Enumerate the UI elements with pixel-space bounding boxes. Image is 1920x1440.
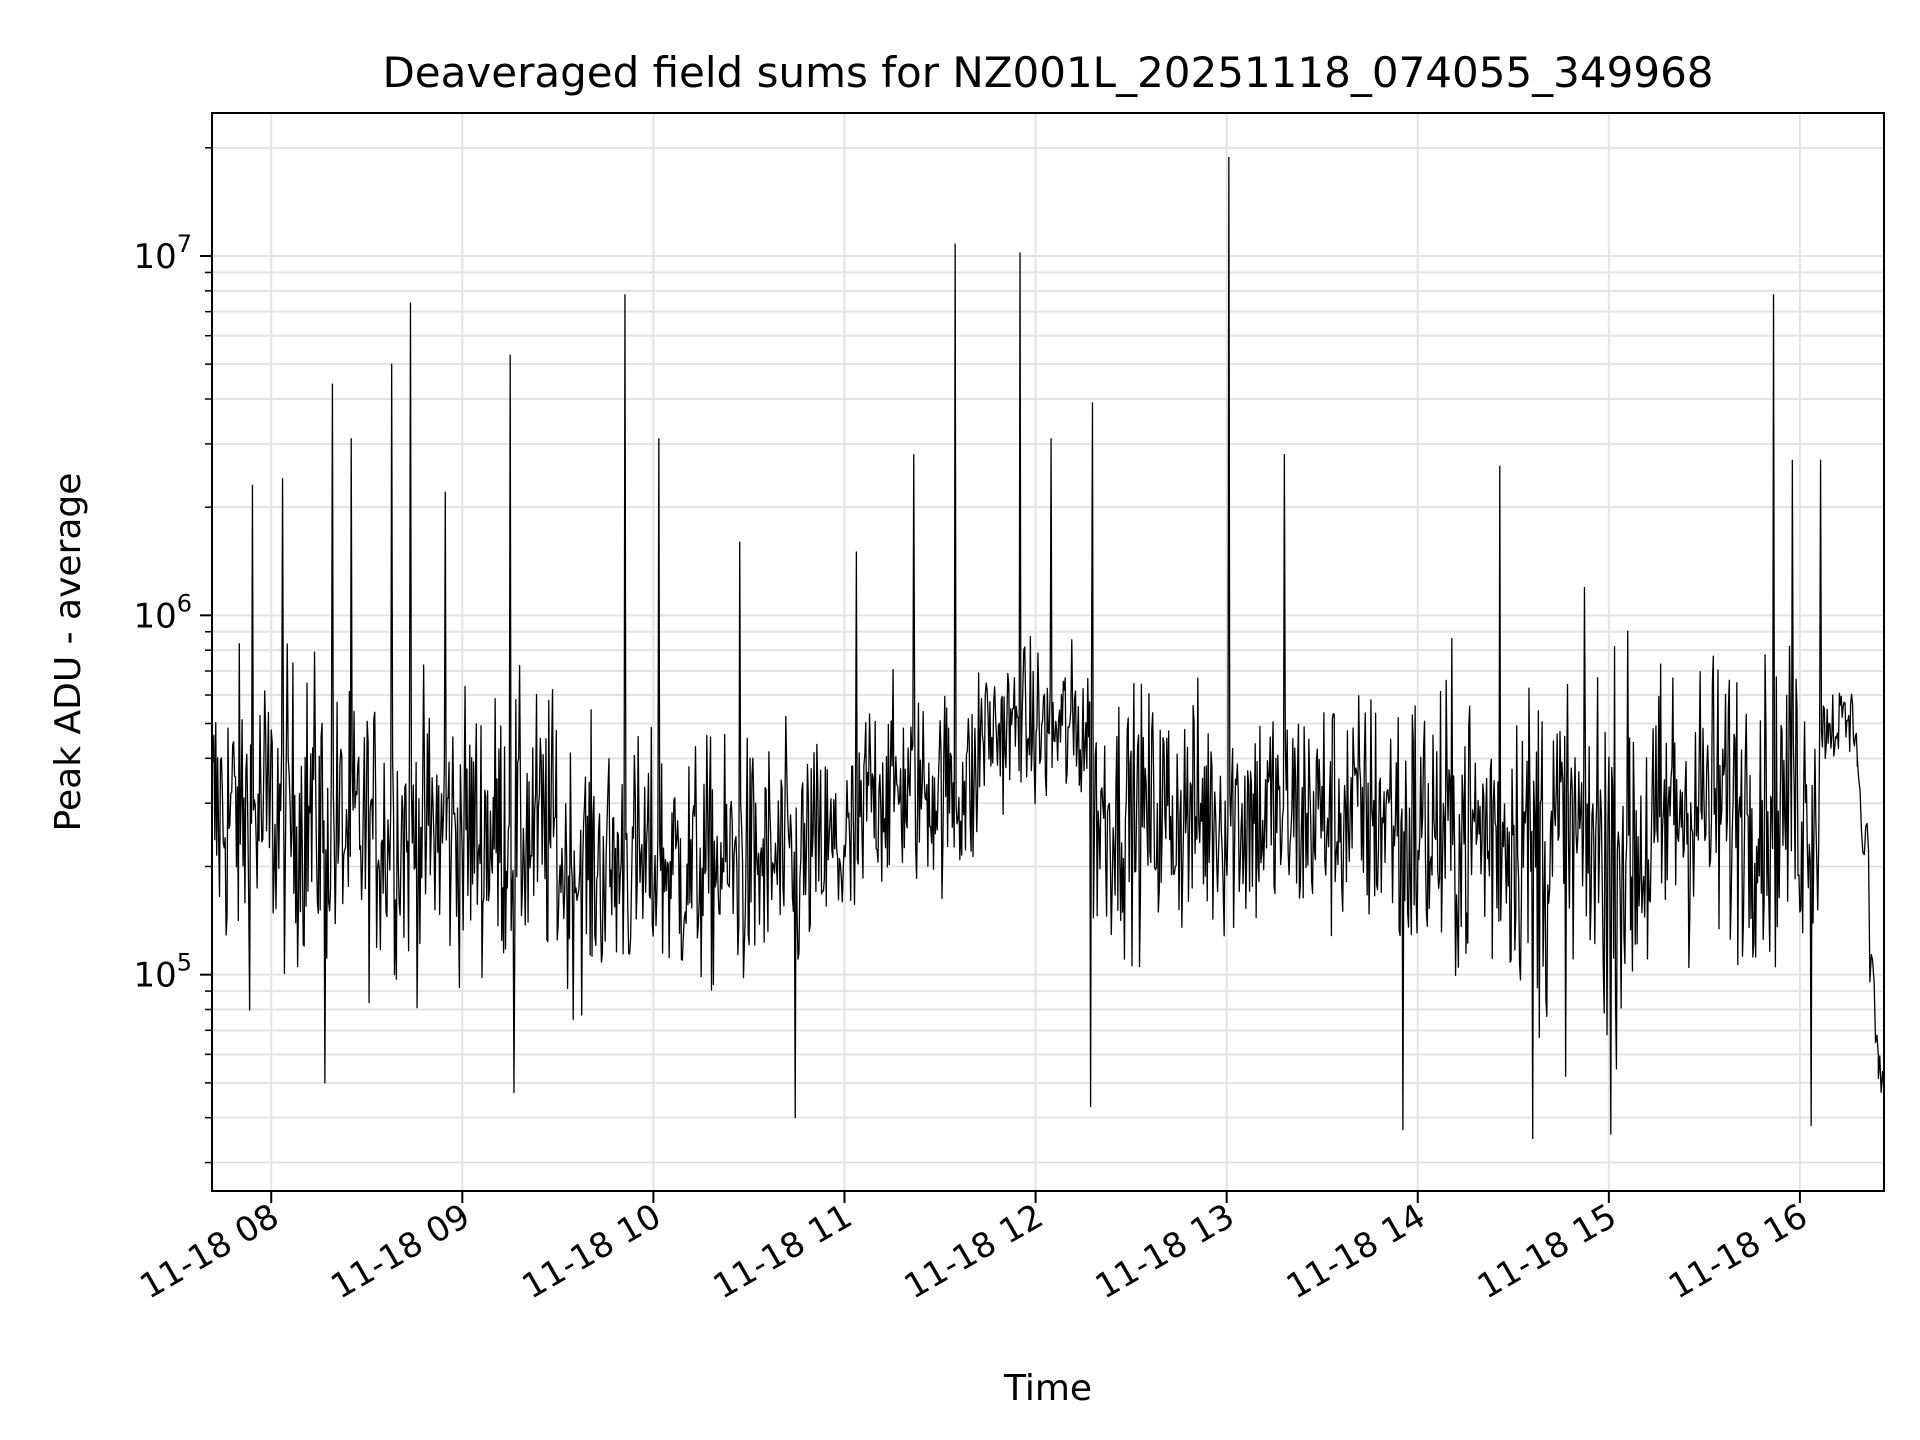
y-tick-label-exponent: 6 <box>177 589 192 617</box>
series-line <box>211 156 1885 1140</box>
y-tick-label: 105 <box>133 949 192 996</box>
y-tick-label: 106 <box>133 589 192 636</box>
y-tick-label-base: 10 <box>133 596 176 636</box>
chart-title: Deaveraged field sums for NZ001L_2025111… <box>382 48 1713 97</box>
y-axis-label: Peak ADU - average <box>48 473 89 832</box>
x-axis-label: Time <box>1003 1368 1092 1409</box>
y-tick-label-base: 10 <box>133 237 176 277</box>
y-tick-label-exponent: 7 <box>177 230 192 258</box>
y-tick-label: 107 <box>133 230 192 277</box>
plot-frame <box>211 112 1885 1192</box>
y-tick-label-base: 10 <box>133 956 176 996</box>
series-layer <box>211 156 1885 1140</box>
y-tick-label-exponent: 5 <box>177 949 192 977</box>
